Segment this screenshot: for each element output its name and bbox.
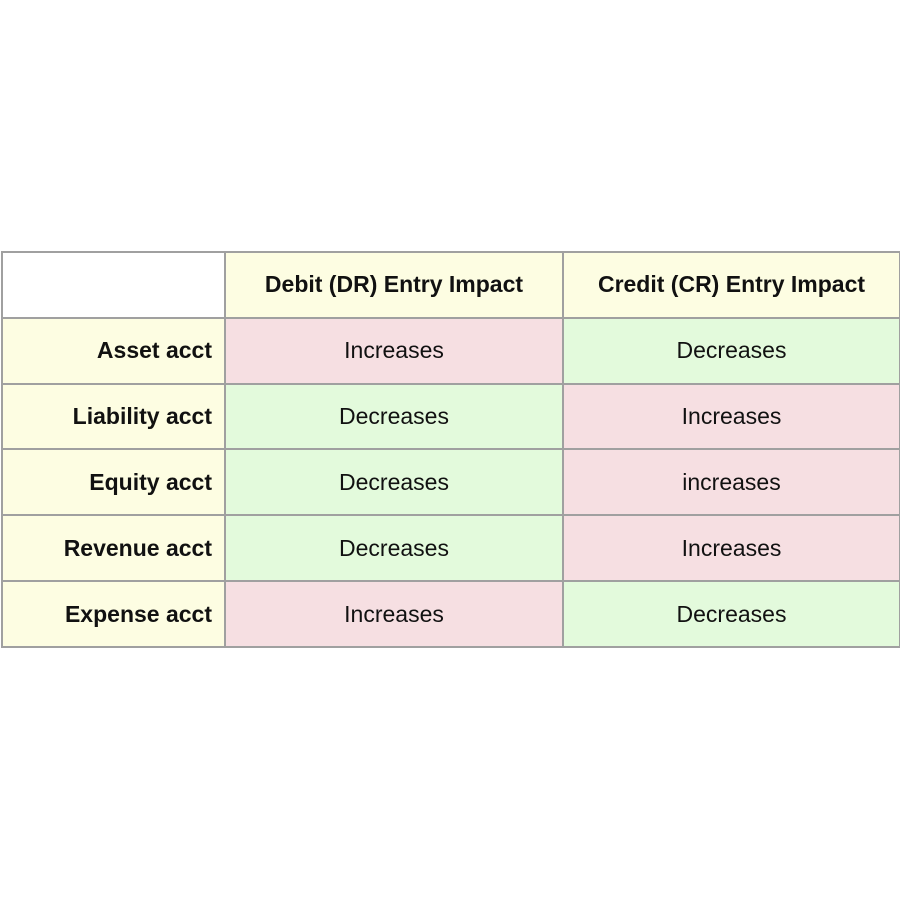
cell: Increases	[562, 382, 900, 451]
row-label: Expense acct	[1, 580, 226, 648]
row: Equity acct Decreases increases	[1, 448, 900, 517]
row-label: Liability acct	[1, 382, 226, 451]
cell: Decreases	[224, 514, 564, 583]
cell: Decreases	[562, 580, 900, 648]
row-label: Asset acct	[1, 316, 226, 385]
cell: Increases	[224, 580, 564, 648]
debit-credit-table: Debit (DR) Entry Impact Credit (CR) Entr…	[1, 251, 900, 648]
row-label: Equity acct	[1, 448, 226, 517]
cell: Increases	[562, 514, 900, 583]
header-row: Debit (DR) Entry Impact Credit (CR) Entr…	[1, 251, 900, 319]
row: Asset acct Increases Decreases	[1, 316, 900, 385]
row: Expense acct Increases Decreases	[1, 580, 900, 648]
header-cell: Credit (CR) Entry Impact	[562, 251, 900, 319]
corner-cell	[1, 251, 226, 319]
cell: increases	[562, 448, 900, 517]
header-cell: Debit (DR) Entry Impact	[224, 251, 564, 319]
cell: Decreases	[562, 316, 900, 385]
row: Revenue acct Decreases Increases	[1, 514, 900, 583]
cell: Increases	[224, 316, 564, 385]
row-label: Revenue acct	[1, 514, 226, 583]
cell: Decreases	[224, 448, 564, 517]
cell: Decreases	[224, 382, 564, 451]
row: Liability acct Decreases Increases	[1, 382, 900, 451]
